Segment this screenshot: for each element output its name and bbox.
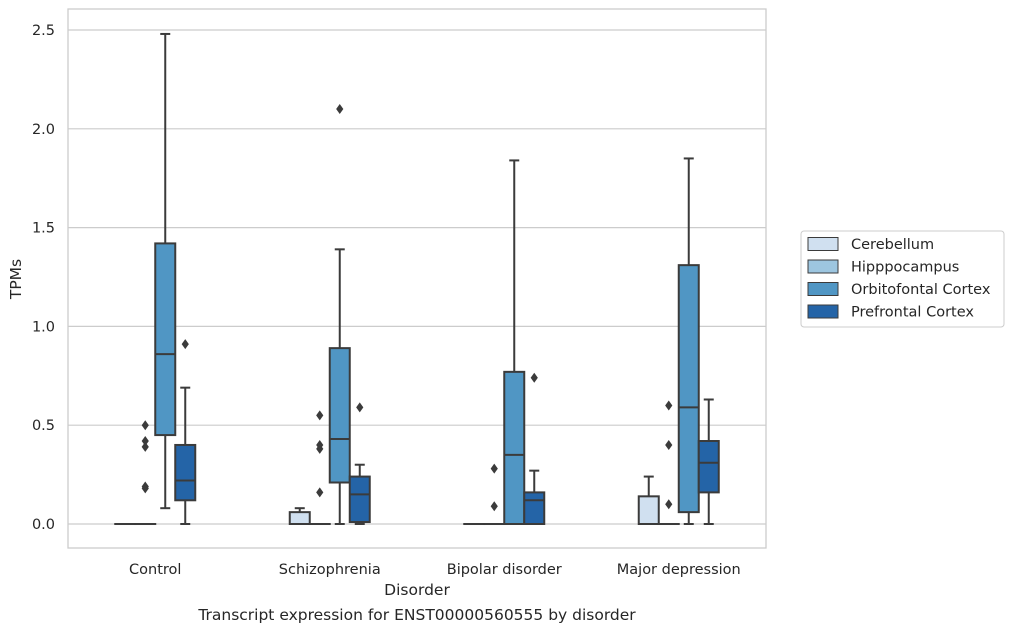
outlier-point <box>356 402 364 413</box>
outlier-point <box>490 463 498 474</box>
box-major-depression-orbitofontal-cortex <box>677 157 700 525</box>
x-axis-label: Disorder <box>384 581 450 599</box>
box-schizophrenia-cerebellum <box>288 507 311 525</box>
box-bipolar-disorder-prefrontal-cortex <box>523 372 546 526</box>
legend-swatch <box>807 282 839 296</box>
legend-swatch <box>807 259 839 274</box>
outlier-point <box>316 487 324 498</box>
legend-label: Cerebellum <box>851 237 934 253</box>
y-axis-ticks: 0.0 0.5 1.0 1.5 2.0 2.5 <box>32 23 55 533</box>
legend-swatch <box>807 237 839 251</box>
box-major-depression-prefrontal-cortex <box>697 398 720 525</box>
y-tick-label: 0.0 <box>32 517 55 533</box>
outlier-point <box>181 339 189 350</box>
box-control-prefrontal-cortex <box>174 339 197 525</box>
x-tick-label: Control <box>129 562 181 578</box>
outlier-point <box>490 501 498 512</box>
box-body <box>154 242 177 437</box>
outlier-point <box>141 481 149 492</box>
box-schizophrenia-orbitofontal-cortex <box>328 104 351 525</box>
outlier-point <box>316 410 324 421</box>
x-tick-label: Major depression <box>617 562 741 578</box>
legend: Cerebellum Hipppocampus Orbitofontal Corte… <box>800 230 1005 328</box>
outlier-point <box>530 372 538 383</box>
box-schizophrenia-prefrontal-cortex <box>348 402 371 525</box>
y-tick-label: 2.5 <box>32 23 55 39</box>
box-body <box>174 443 197 502</box>
outlier-point <box>316 439 324 450</box>
legend-label: Hipppocampus <box>851 260 959 276</box>
y-axis-label: TPMs <box>7 259 25 300</box>
chart-caption: Transcript expression for ENST0000056055… <box>198 606 636 624</box>
plot-frame <box>67 8 767 549</box>
box-major-depression-cerebellum <box>637 475 660 525</box>
outlier-point <box>141 420 149 431</box>
boxes-layer <box>114 32 720 526</box>
y-tick-label: 0.5 <box>32 418 55 434</box>
outlier-point <box>141 441 149 452</box>
outlier-point <box>141 436 149 447</box>
x-axis-ticks: Control Schizophrenia Bipolar disorder Majo… <box>129 562 741 578</box>
box-body <box>503 370 526 525</box>
y-tick-label: 2.0 <box>32 122 55 138</box>
y-tick-label: 1.5 <box>32 221 55 237</box>
box-control-orbitofontal-cortex <box>154 32 177 510</box>
box-body <box>677 264 700 514</box>
box-body <box>697 440 720 494</box>
legend-label: Orbitofontal Cortex <box>851 282 991 298</box>
box-body <box>523 491 546 526</box>
box-body <box>348 475 371 524</box>
outlier-point <box>336 104 344 115</box>
box-major-depression-hipppocampus <box>657 400 680 526</box>
box-control-hipppocampus <box>134 420 157 526</box>
outlier-point <box>665 499 673 510</box>
y-tick-label: 1.0 <box>32 319 55 335</box>
box-bipolar-disorder-orbitofontal-cortex <box>503 159 526 525</box>
box-body <box>637 495 660 525</box>
x-tick-label: Bipolar disorder <box>447 562 562 578</box>
box-body <box>328 347 351 484</box>
x-tick-label: Schizophrenia <box>279 562 381 578</box>
legend-frame <box>800 230 1005 328</box>
box-schizophrenia-hipppocampus <box>308 410 331 526</box>
box-body <box>288 511 311 525</box>
outlier-point <box>665 439 673 450</box>
outlier-point <box>665 400 673 411</box>
legend-swatch <box>807 304 839 319</box>
legend-label: Prefrontal Cortex <box>851 305 974 321</box>
